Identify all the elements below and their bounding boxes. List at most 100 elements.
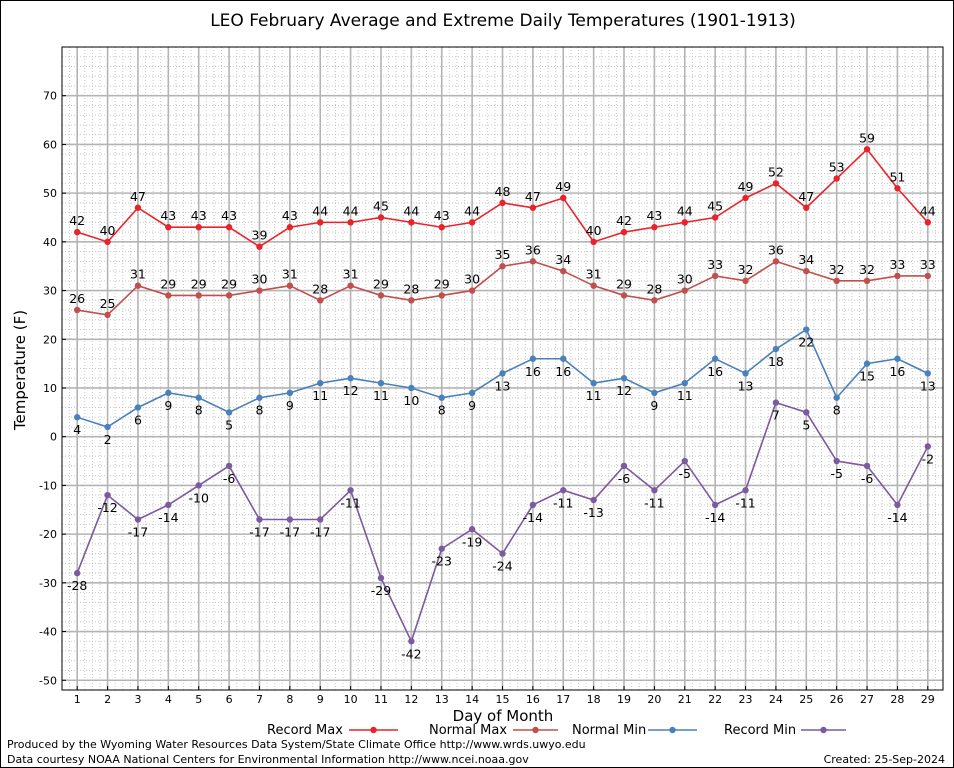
record-min-data-label: -11 (644, 495, 664, 510)
y-tick-label: -40 (39, 626, 57, 639)
normal-min-data-label: 5 (225, 417, 233, 432)
record-max-data-label: 48 (495, 184, 511, 199)
normal-min-point (590, 379, 597, 387)
normal-max-data-label: 31 (130, 267, 146, 282)
normal-min-point (560, 355, 567, 362)
x-tick-label: 22 (708, 693, 722, 706)
record-max-point (468, 219, 476, 226)
record-max-point (73, 228, 81, 236)
normal-min-point (377, 379, 385, 387)
major-grid (62, 47, 943, 690)
normal-max-data-label: 26 (69, 291, 85, 306)
normal-max-data-label: 32 (829, 262, 845, 277)
record-min-point (468, 526, 476, 533)
record-min-point (73, 569, 81, 577)
record-max-point (894, 185, 901, 192)
x-tick-label: 8 (286, 693, 293, 706)
record-min-data-label: -10 (188, 490, 208, 505)
normal-min-data-label: 13 (738, 378, 754, 393)
record-min-point (225, 462, 233, 470)
x-tick-label: 20 (647, 693, 661, 706)
normal-max-point (104, 311, 111, 319)
normal-min-point (772, 345, 780, 353)
record-min-point (256, 516, 263, 523)
legend-label-normal-max: Normal Max (429, 723, 507, 738)
normal-max-point (347, 282, 354, 289)
record-max-point (256, 243, 263, 250)
record-max-point (408, 219, 415, 226)
normal-max-data-label: 29 (616, 276, 632, 291)
record-min-data-label: -14 (705, 510, 725, 525)
record-min-point (134, 516, 142, 523)
normal-min-point (894, 355, 901, 362)
normal-max-data-label: 29 (434, 276, 450, 291)
normal-min-point (863, 360, 871, 367)
normal-min-data-label: 8 (833, 403, 841, 418)
record-min-point (408, 638, 415, 645)
normal-max-data-label: 32 (859, 262, 875, 277)
x-tick-label: 5 (195, 693, 202, 706)
normal-min-point (225, 409, 233, 416)
normal-min-data-label: 12 (343, 383, 359, 398)
record-min-data-label: -14 (158, 510, 178, 525)
record-min-point (620, 462, 628, 470)
y-tick-label: 10 (43, 382, 57, 395)
x-tick-label: 7 (256, 693, 263, 706)
normal-max-point (317, 297, 324, 304)
x-tick-label: 2 (104, 693, 111, 706)
legend-label-record-min: Record Min (724, 723, 796, 738)
x-axis-label: Day of Month (453, 707, 554, 725)
normal-max-data-label: 33 (707, 257, 723, 272)
record-min-point (347, 487, 354, 494)
record-min-data-label: -17 (310, 525, 330, 540)
normal-min-point (468, 389, 476, 397)
normal-max-data-label: 29 (221, 276, 237, 291)
record-min-point (499, 550, 506, 557)
normal-max-data-label: 29 (191, 276, 207, 291)
record-min-data-label: -17 (280, 525, 300, 540)
normal-max-point (256, 287, 263, 294)
record-max-data-label: 44 (464, 203, 480, 218)
record-min-data-label: -14 (887, 510, 907, 525)
normal-max-data-label: 28 (646, 281, 662, 296)
normal-min-point (104, 423, 111, 431)
record-max-data-label: 45 (373, 198, 389, 213)
record-min-data-label: -14 (523, 510, 543, 525)
record-min-data-label: -28 (67, 578, 87, 593)
record-max-data-label: 47 (798, 189, 814, 204)
x-tick-label: 29 (921, 693, 935, 706)
normal-min-data-label: 9 (468, 398, 476, 413)
normal-max-data-label: 34 (555, 252, 571, 267)
normal-max-point (894, 272, 901, 280)
y-axis-label: Temperature (F) (11, 310, 29, 431)
record-min-data-label: -5 (830, 466, 842, 481)
normal-max-point (833, 277, 840, 285)
x-tick-label: 11 (374, 693, 388, 706)
record-min-data-label: -12 (97, 500, 117, 515)
record-max-data-label: 44 (403, 203, 419, 218)
record-max-data-label: 44 (920, 203, 936, 218)
record-max-data-label: 45 (707, 198, 723, 213)
record-max-data-label: 47 (525, 189, 541, 204)
record-max-point (499, 199, 506, 207)
record-min-point (438, 545, 445, 552)
normal-max-point (377, 292, 385, 299)
record-max-point (742, 194, 749, 202)
normal-max-point (590, 282, 597, 289)
footer-created-date: Created: 25-Sep-2024 (824, 753, 945, 766)
normal-max-data-label: 33 (889, 257, 905, 272)
normal-min-point (499, 370, 506, 377)
y-tick-label: 30 (43, 285, 57, 298)
record-max-data-label: 52 (768, 164, 784, 179)
normal-min-data-label: 6 (134, 412, 142, 427)
normal-max-data-label: 25 (100, 296, 116, 311)
record-max-point (134, 204, 142, 211)
record-max-point (195, 224, 202, 231)
x-tick-label: 4 (165, 693, 172, 706)
record-max-point (651, 224, 658, 231)
footer-produced-by: Produced by the Wyoming Water Resources … (7, 738, 586, 751)
record-max-point (833, 175, 840, 182)
normal-min-data-label: 8 (255, 403, 263, 418)
record-max-series: 42 40 47 43 43 43 39 43 44 44 45 44 43 44 48 47 49 40 42 43… (69, 130, 936, 250)
